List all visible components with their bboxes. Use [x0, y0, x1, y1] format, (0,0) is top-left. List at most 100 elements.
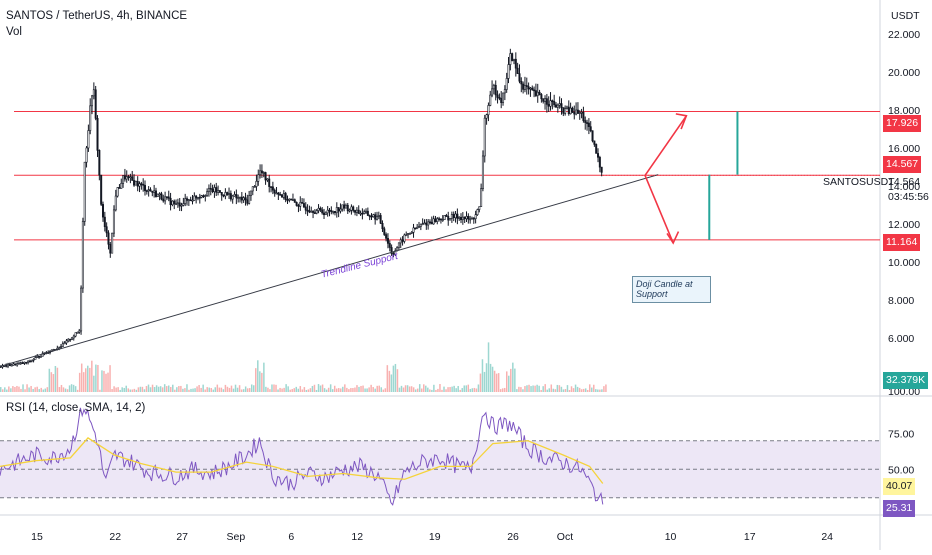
candle-body [456, 213, 459, 219]
candle-body [162, 198, 165, 202]
volume-bar [250, 384, 253, 392]
volume-bar [10, 388, 12, 392]
volume-bar [263, 362, 265, 392]
candle-body [503, 89, 506, 94]
candle-body [295, 202, 298, 206]
candle-body [116, 187, 119, 197]
volume-bar [534, 385, 536, 392]
candle-body [469, 218, 472, 221]
volume-bar [129, 389, 132, 392]
doji-note[interactable]: Doji Candle at Support [632, 276, 711, 303]
candle-body [551, 100, 554, 102]
volume-bar [321, 384, 324, 392]
candle-body [39, 355, 42, 358]
candle-body [246, 199, 249, 204]
volume-bar [248, 388, 251, 392]
candle-body [460, 216, 463, 221]
price-tick-label: 18.000 [888, 105, 920, 117]
volume-bar [526, 385, 528, 392]
volume-bar [22, 384, 24, 392]
candle-body [576, 109, 579, 114]
candle-body [465, 216, 468, 220]
volume-bar [410, 386, 413, 392]
symbol-badge: SANTOSUSDT [823, 176, 895, 188]
volume-bar [499, 389, 502, 392]
volume-bar [315, 389, 318, 392]
candle-body [449, 218, 452, 221]
candle-body [438, 218, 441, 220]
volume-bar [564, 389, 567, 392]
candle-body [512, 58, 515, 61]
rsi-title[interactable]: RSI (14, close, SMA, 14, 2) [6, 402, 146, 414]
volume-bar [572, 388, 575, 392]
volume-bar [64, 388, 67, 392]
candle-body [597, 153, 600, 158]
volume-bar [38, 389, 40, 392]
volume-bar [68, 385, 71, 392]
candle-body [476, 209, 479, 216]
volume-bar [285, 384, 287, 392]
volume-bar [522, 389, 524, 392]
candle-body [423, 222, 426, 225]
volume-bar [445, 389, 447, 392]
volume-bar [143, 389, 146, 392]
volume-bar [574, 384, 577, 392]
volume-bar [554, 389, 557, 392]
candle-body [330, 210, 333, 213]
candle-body [472, 217, 475, 220]
volume-bar [287, 386, 289, 392]
volume-bar [471, 388, 474, 392]
volume-bar [74, 386, 77, 392]
volume-bar [172, 384, 174, 392]
volume-bar [441, 389, 443, 392]
time-tick-label: 19 [429, 531, 441, 543]
volume-bar [568, 389, 571, 392]
volume-bar [382, 389, 385, 392]
candle-body [105, 226, 108, 234]
volume-bar [536, 384, 538, 392]
candle-body [14, 363, 17, 366]
candle-body [374, 214, 377, 220]
volume-bar [170, 386, 172, 392]
volume-bar [510, 368, 512, 392]
price-tick-label: 20.000 [888, 67, 920, 79]
volume-bar [190, 388, 192, 392]
candle-body [264, 172, 267, 181]
symbol-title[interactable]: SANTOS / TetherUS, 4h, BINANCE [6, 10, 188, 22]
volume-bar [489, 363, 492, 392]
candle-body [441, 219, 444, 221]
candle-body [41, 352, 44, 357]
rsi-tick-label: 50.00 [888, 464, 914, 476]
candle-body [229, 193, 232, 200]
candle-body [339, 208, 342, 212]
candle-body [542, 98, 545, 102]
volume-bar [593, 384, 595, 392]
candle-body [156, 193, 159, 197]
volume-bar [309, 388, 312, 392]
candle-body [525, 85, 528, 87]
currency-label[interactable]: USDT [891, 10, 920, 22]
candle-body [67, 338, 70, 342]
volume-bar [431, 389, 433, 392]
candle-body [556, 104, 559, 108]
volume-bar [99, 389, 101, 392]
candle-body [534, 90, 537, 96]
candle-body [202, 195, 205, 197]
candle-body [222, 194, 225, 197]
volume-bar [356, 385, 358, 392]
candle-body [445, 215, 448, 217]
volume-bar [459, 389, 461, 392]
price-tick-label: 12.000 [888, 219, 920, 231]
volume-bar [552, 388, 555, 392]
candle-body [302, 203, 305, 208]
volume-bar [380, 387, 383, 392]
volume-bar [295, 386, 298, 392]
candle-body [74, 332, 77, 337]
trendline-support [0, 174, 659, 367]
volume-bar [135, 389, 138, 392]
volume-label[interactable]: Vol [6, 26, 22, 38]
volume-bar [279, 387, 281, 392]
candle-body [98, 150, 101, 176]
